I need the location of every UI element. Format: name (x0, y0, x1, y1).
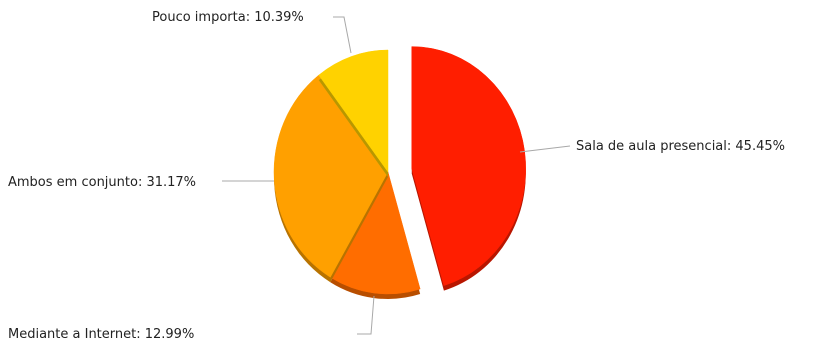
leader-line (519, 145, 571, 153)
slice-label: Sala de aula presencial: 45.45% (576, 139, 785, 154)
slice-label: Ambos em conjunto: 31.17% (8, 175, 196, 190)
slice-label: Mediante a Internet: 12.99% (8, 327, 194, 342)
leader-line (333, 16, 352, 54)
slice-labels: Sala de aula presencial: 45.45% Mediante … (8, 10, 785, 342)
pie-slice[interactable] (330, 171, 421, 295)
pie-slice[interactable] (273, 74, 389, 278)
pie-slice[interactable] (411, 46, 527, 286)
slice-label: Pouco importa: 10.39% (152, 10, 304, 25)
pie-slice[interactable] (318, 49, 389, 173)
leader-line (357, 295, 375, 335)
pie-slices (273, 46, 527, 299)
